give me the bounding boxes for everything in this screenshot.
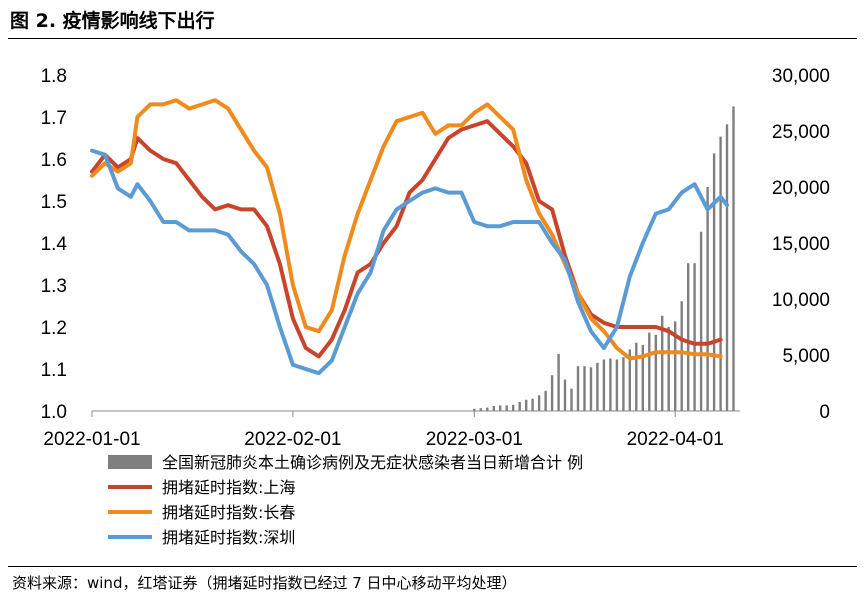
axes-layer: 2022-01-01 2022-02-01 2022-03-01 2022-04-01… [41, 66, 830, 450]
congestion-chart: 2022-01-01 2022-02-01 2022-03-01 2022-04-01… [41, 66, 830, 547]
legend-label-line-shanghai: 拥堵延时指数:上海 [162, 478, 295, 497]
y-right-tick-label: 20,000 [772, 178, 830, 199]
bar-2022-03-10 [531, 398, 534, 411]
x-tick-label: 2022-04-01 [627, 429, 724, 450]
y-right-tick-label: 25,000 [772, 122, 830, 143]
bar-2022-03-03 [486, 407, 489, 411]
y-left-tick-label: 1.2 [41, 318, 67, 339]
y-left-tick-label: 1.8 [41, 66, 67, 87]
y-right-tick-label: 10,000 [772, 290, 830, 311]
x-tick-label: 2022-03-01 [426, 429, 523, 450]
bar-2022-03-23 [615, 359, 619, 411]
y-left-tick-label: 1.4 [41, 234, 68, 255]
bar-2022-03-25 [628, 349, 631, 411]
bar-2022-03-02 [479, 408, 482, 411]
y-left-tick-label: 1.6 [41, 150, 67, 171]
bar-2022-03-11 [537, 395, 541, 411]
bar-2022-03-31 [667, 327, 670, 411]
bar-2022-03-28 [648, 332, 651, 411]
bar-2022-03-13 [550, 375, 554, 411]
legend-swatch-cases [108, 455, 152, 469]
bar-2022-03-09 [525, 399, 528, 411]
bar-2022-03-14 [557, 353, 560, 411]
bar-2022-03-17 [576, 366, 580, 411]
bar-2022-03-18 [583, 366, 586, 411]
bar-2022-03-05 [499, 405, 502, 411]
bar-2022-04-09 [725, 124, 729, 412]
bar-2022-04-01 [674, 321, 677, 411]
bar-2022-03-16 [570, 388, 573, 411]
bar-2022-03-21 [602, 359, 606, 411]
legend-label-line-changchun: 拥堵延时指数:长春 [162, 503, 295, 522]
bar-2022-03-26 [635, 342, 638, 411]
line-shanghai [90, 119, 723, 359]
x-tick-label: 2022-02-01 [244, 429, 341, 450]
bar-2022-03-20 [596, 362, 599, 411]
bar-2022-03-04 [492, 406, 495, 411]
source-note: 资料来源：wind，红塔证券（拥堵延时指数已经过 7 日中心移动平均处理） [12, 574, 517, 592]
line-series-layer [90, 98, 729, 376]
y-left-tick-label: 1.7 [41, 108, 67, 129]
legend-label-cases: 全国新冠肺炎本土确诊病例及无症状感染者当日新增合计 例 [162, 453, 583, 472]
bar-2022-04-04 [693, 263, 696, 411]
y-right-tick-label: 30,000 [772, 66, 830, 87]
bar-2022-03-01 [473, 408, 476, 411]
y-left-tick-label: 1.0 [41, 402, 67, 423]
chart-legend: 全国新冠肺炎本土确诊病例及无症状感染者当日新增合计 例拥堵延时指数:上海拥堵延时… [108, 453, 583, 547]
bar-2022-03-29 [654, 334, 657, 411]
y-left-tick-label: 1.3 [41, 276, 67, 297]
line-shenzhen [90, 148, 729, 376]
bar-2022-04-08 [719, 136, 722, 411]
bar-2022-04-07 [712, 153, 716, 411]
bar-2022-03-12 [544, 390, 547, 411]
bar-2022-03-08 [518, 402, 521, 411]
bar-2022-04-05 [699, 231, 703, 411]
bar-2022-04-03 [687, 263, 690, 411]
bar-2022-04-06 [706, 187, 709, 411]
bar-2022-03-15 [563, 379, 567, 411]
y-right-tick-label: 5,000 [782, 346, 830, 367]
y-left-tick-label: 1.1 [41, 360, 67, 381]
bar-2022-03-19 [589, 367, 593, 411]
figure-title: 图 2. 疫情影响线下出行 [10, 10, 215, 32]
x-tick-label: 2022-01-01 [43, 429, 140, 450]
y-left-tick-label: 1.5 [41, 192, 67, 213]
bar-2022-03-22 [609, 358, 612, 411]
source-divider [8, 566, 857, 567]
y-right-tick-label: 0 [819, 402, 830, 423]
legend-label-line-shenzhen: 拥堵延时指数:深圳 [162, 528, 295, 547]
bar-2022-03-24 [622, 357, 625, 411]
title-divider [8, 38, 857, 39]
bar-2022-03-30 [661, 315, 664, 411]
bar-series-layer [473, 106, 735, 412]
bar-2022-03-07 [512, 404, 515, 411]
bar-2022-04-10 [732, 106, 735, 412]
bar-2022-03-06 [505, 405, 508, 411]
y-right-tick-label: 15,000 [772, 234, 830, 255]
line-changchun [90, 98, 723, 361]
bar-2022-03-27 [641, 344, 644, 411]
bar-2022-04-02 [680, 301, 683, 411]
